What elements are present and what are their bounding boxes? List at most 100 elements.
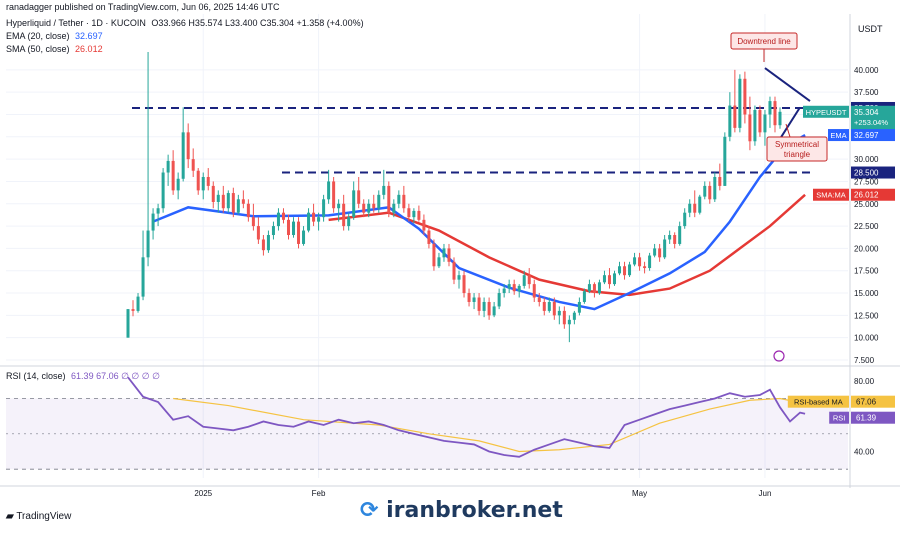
candle-body bbox=[221, 194, 225, 209]
candle-body bbox=[628, 264, 632, 276]
candle-body bbox=[678, 226, 682, 244]
candle-body bbox=[241, 199, 245, 204]
price-tag-label: EMA bbox=[830, 131, 846, 140]
price-tag-label: HYPEUSDT bbox=[806, 108, 847, 117]
candle-body bbox=[457, 275, 461, 280]
tradingview-logo[interactable]: ▰ TradingView bbox=[6, 511, 71, 522]
sma50-line bbox=[328, 193, 806, 297]
candle-body bbox=[527, 275, 531, 285]
candle-body bbox=[587, 284, 591, 292]
triangle-annotation-line1: Symmetrical bbox=[775, 140, 819, 149]
candle-body bbox=[407, 208, 411, 218]
candle-body bbox=[663, 239, 667, 258]
tv-icon: ▰ bbox=[6, 511, 14, 522]
candle-body bbox=[532, 284, 536, 298]
candle-body bbox=[412, 210, 416, 218]
candle-body bbox=[633, 257, 637, 265]
y-tick-label: 12.500 bbox=[854, 311, 879, 320]
candle-body bbox=[512, 284, 516, 292]
candle-body bbox=[683, 212, 687, 227]
symbol-title[interactable]: Hyperliquid / Tether · 1D · KUCOIN bbox=[6, 18, 146, 28]
rsi-legend[interactable]: RSI (14, close) 61.39 67.06 ∅ ∅ ∅ ∅ bbox=[6, 371, 160, 382]
candle-body bbox=[472, 297, 476, 302]
currency-label[interactable]: USDT bbox=[858, 24, 883, 34]
candle-body bbox=[758, 110, 762, 133]
candle-body bbox=[307, 212, 311, 231]
triangle-annotation: Symmetrical triangle bbox=[775, 140, 819, 159]
price-tag-change: +253.04% bbox=[854, 118, 888, 127]
candle-body bbox=[276, 212, 280, 227]
candle-body bbox=[648, 255, 652, 269]
candle-body bbox=[698, 196, 702, 213]
candle-body bbox=[552, 301, 556, 316]
y-tick-label: 37.500 bbox=[854, 88, 879, 97]
ema-value: 32.697 bbox=[75, 31, 103, 41]
candle-body bbox=[577, 301, 581, 313]
candle-body bbox=[402, 194, 406, 209]
candle-body bbox=[768, 101, 772, 115]
rsi-ma-line bbox=[173, 397, 806, 453]
candle-body bbox=[397, 194, 401, 204]
rsi-y-tick-label: 80.00 bbox=[854, 377, 875, 386]
candle-body bbox=[382, 185, 386, 195]
candle-body bbox=[251, 217, 255, 227]
candle-body bbox=[688, 203, 692, 213]
candle-body bbox=[266, 235, 270, 251]
y-tick-label: 22.500 bbox=[854, 222, 879, 231]
candle-body bbox=[693, 203, 697, 213]
candle-body bbox=[337, 203, 341, 209]
candle-body bbox=[347, 217, 351, 227]
candle-body bbox=[733, 105, 737, 128]
ema-legend[interactable]: EMA (20, close) 32.697 bbox=[6, 31, 103, 41]
candle-body bbox=[312, 212, 316, 222]
brand-text: iranbroker.net bbox=[386, 498, 563, 523]
candle-body bbox=[743, 78, 747, 115]
candle-body bbox=[186, 132, 190, 160]
y-tick-label: 25.000 bbox=[854, 200, 879, 209]
candle-body bbox=[708, 185, 712, 200]
rsi-label: RSI (14, close) bbox=[6, 371, 66, 381]
price-tag-label: SMA:MA bbox=[816, 191, 846, 200]
candle-body bbox=[643, 266, 647, 269]
candle-body bbox=[497, 293, 501, 307]
candle-body bbox=[763, 114, 767, 133]
candle-body bbox=[562, 310, 566, 325]
candle-body bbox=[211, 185, 215, 202]
candle-body bbox=[317, 217, 321, 222]
candle-body bbox=[668, 235, 672, 240]
candle-body bbox=[572, 312, 576, 320]
price-tag-bg bbox=[851, 188, 895, 201]
candle-body bbox=[292, 221, 296, 236]
x-tick-label: 2025 bbox=[194, 489, 212, 498]
price-tag-label-bg bbox=[803, 105, 849, 118]
y-tick-label: 15.000 bbox=[854, 289, 879, 298]
price-tag-bg bbox=[851, 129, 895, 142]
x-tick-label: Feb bbox=[312, 489, 326, 498]
candle-body bbox=[146, 230, 150, 258]
candle-body bbox=[171, 160, 175, 191]
candle-body bbox=[487, 301, 491, 316]
candle-body bbox=[196, 170, 200, 191]
candle-body bbox=[261, 239, 265, 251]
price-tag: SMA:MA 26.012 bbox=[813, 188, 895, 201]
candle-body bbox=[176, 178, 180, 191]
ohlc-values: O33.966 H35.574 L33.400 C35.304 +1.358 (… bbox=[151, 18, 364, 28]
rsi-tag-label-bg bbox=[787, 395, 849, 408]
candle-body bbox=[297, 221, 301, 244]
sma-legend[interactable]: SMA (50, close) 26.012 bbox=[6, 44, 103, 54]
price-tag-label-bg bbox=[813, 188, 849, 201]
published-line: ranadagger published on TradingView.com,… bbox=[6, 2, 280, 12]
alert-bolt-icon bbox=[773, 350, 785, 362]
sma-value: 26.012 bbox=[75, 44, 103, 54]
candle-body bbox=[352, 190, 356, 218]
symbol-line: Hyperliquid / Tether · 1D · KUCOIN O33.9… bbox=[6, 18, 364, 28]
rsi-tag-bg bbox=[851, 411, 895, 424]
candle-body bbox=[372, 203, 376, 209]
price-tag-value: 26.012 bbox=[854, 191, 879, 200]
y-tick-label: 10.000 bbox=[854, 334, 879, 343]
rsi-tag-bg bbox=[851, 395, 895, 408]
candle-body bbox=[342, 203, 346, 227]
candle-body bbox=[602, 275, 606, 283]
price-tag-value: 28.500 bbox=[854, 169, 879, 178]
